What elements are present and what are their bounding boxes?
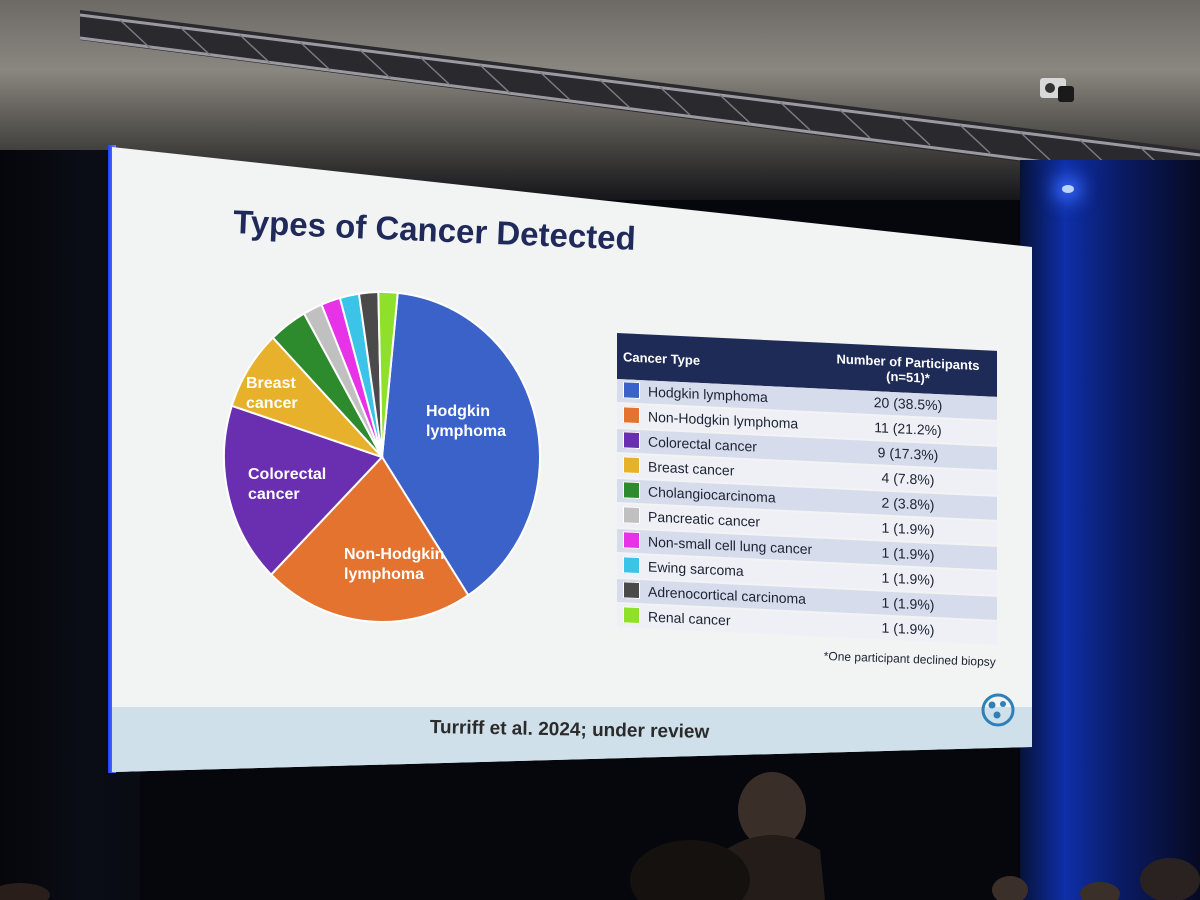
pie-label-colorectal: Colorectal cancer [248, 465, 326, 505]
header-participants: Number of Participants (n=51)* [819, 342, 997, 397]
pie-slice-renal-cancer [377, 291, 399, 458]
cancer-type-label: Renal cancer [648, 608, 731, 629]
cancer-type-label: Adrenocortical carcinoma [648, 583, 806, 607]
audience-silhouettes [0, 772, 1200, 900]
pie-label-hodgkin: Hodgkin lymphoma [426, 402, 506, 442]
pie-label-line: cancer [246, 395, 298, 412]
pie-label-line: lymphoma [426, 423, 507, 440]
stage-curtain-right [1020, 160, 1200, 900]
pie-label-line: Breast [246, 375, 296, 392]
footnote: *One participant declined biopsy [823, 649, 997, 669]
cancer-type-label: Colorectal cancer [648, 433, 757, 455]
pie-slice-colorectal-cancer [223, 404, 384, 577]
legend-swatch-icon [623, 406, 640, 425]
legend-swatch-icon [623, 531, 640, 550]
legend-swatch-icon [623, 381, 640, 400]
pie-label-line: Colorectal [248, 466, 327, 483]
legend-swatch-icon [623, 456, 640, 475]
organization-logo-icon [981, 693, 1015, 727]
cancer-type-label: Cholangiocarcinoma [648, 483, 776, 506]
legend-swatch-icon [623, 581, 640, 600]
pie-label-line: Hodgkin [426, 403, 490, 420]
legend-swatch-icon [623, 431, 640, 450]
cancer-type-label: Ewing sarcoma [648, 558, 744, 579]
camera-icon [1040, 78, 1074, 102]
cancer-type-label: Hodgkin lymphoma [648, 383, 768, 406]
slide-title: Types of Cancer Detected [232, 203, 637, 257]
legend-swatch-icon [623, 481, 640, 500]
legend-swatch-icon [623, 506, 640, 525]
pie-label-line: lymphoma [344, 566, 425, 583]
slide-content: Types of Cancer Detected Hodgkin lymphom… [112, 147, 1032, 772]
cancer-type-table: Cancer Type Number of Participants (n=51… [617, 333, 997, 647]
table-body: Hodgkin lymphoma 20 (38.5%) Non-Hodgkin ly… [617, 379, 997, 646]
legend-swatch-icon [623, 556, 640, 575]
cancer-type-label: Pancreatic cancer [648, 508, 761, 530]
pie-label-line: cancer [248, 486, 300, 503]
cancer-type-label: Non-small cell lung cancer [648, 533, 813, 558]
cancer-type-label: Breast cancer [648, 458, 735, 479]
pie-chart [223, 291, 541, 623]
presentation-slide: Types of Cancer Detected Hodgkin lymphom… [112, 147, 1032, 772]
pie-slice-non-hodgkin-lymphoma [269, 455, 470, 623]
legend-swatch-icon [623, 606, 640, 625]
pie-label-non-hodgkin: Non-Hodgkin lymphoma [344, 545, 444, 585]
pie-label-line: Non-Hodgkin [344, 546, 445, 563]
stage-light [1062, 185, 1074, 193]
pie-label-breast: Breast cancer [246, 374, 298, 414]
cancer-type-label: Non-Hodgkin lymphoma [648, 408, 799, 432]
